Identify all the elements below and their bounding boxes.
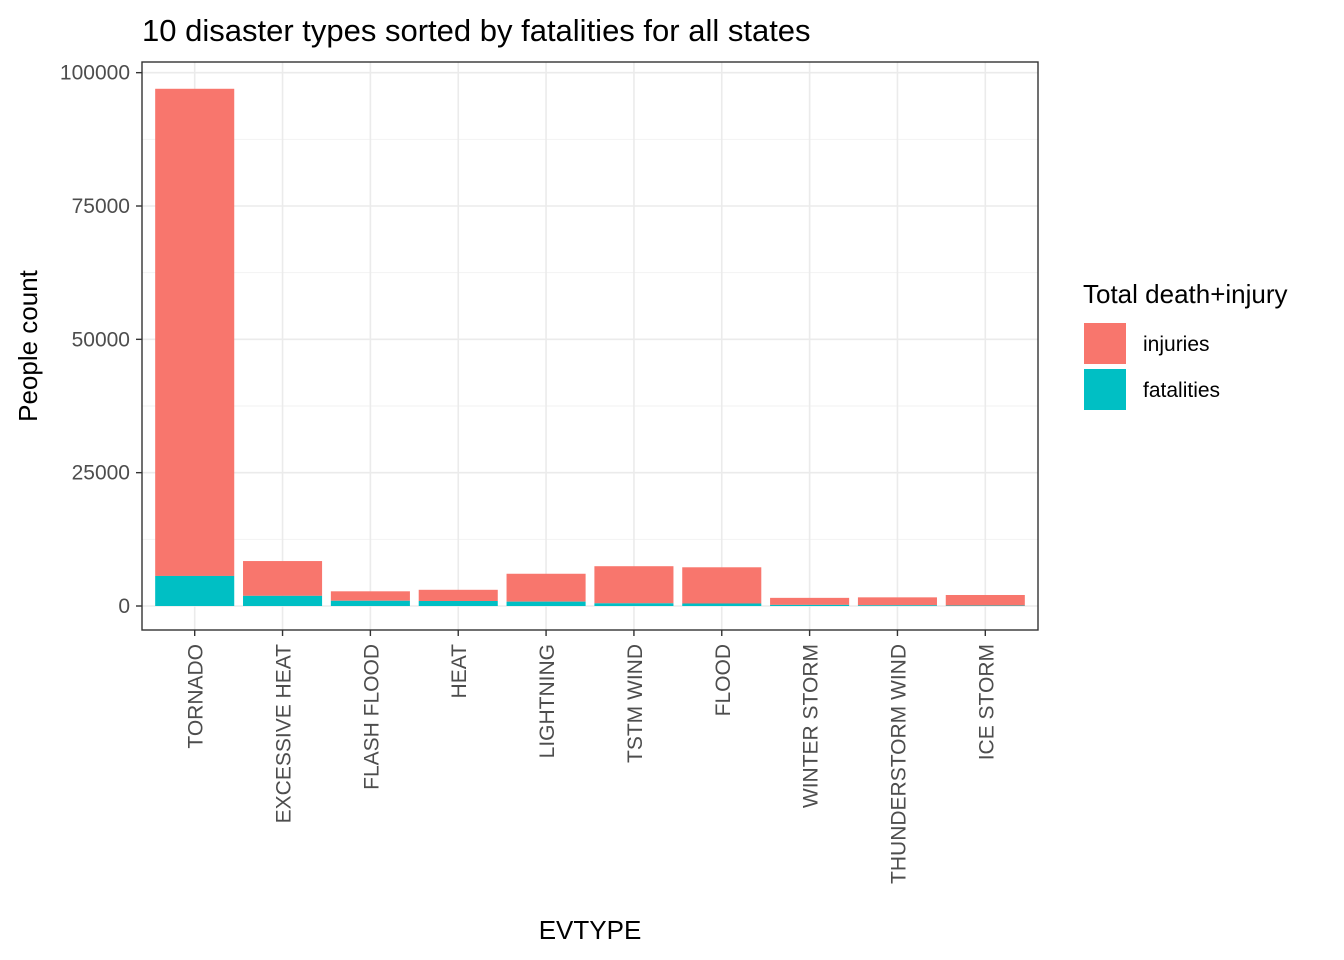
bar-injuries — [945, 594, 1025, 606]
bar-fatalities — [857, 605, 937, 606]
bar-injuries — [682, 567, 762, 604]
y-tick-label: 100000 — [60, 62, 130, 85]
panel-border — [141, 61, 1039, 631]
x-tick-label: THUNDERSTORM WIND — [887, 644, 910, 884]
x-axis-title: EVTYPE — [539, 915, 642, 945]
y-tick-label: 25000 — [72, 462, 130, 485]
bar-injuries — [857, 597, 937, 606]
y-tick-label: 50000 — [72, 328, 130, 351]
legend-label-injuries: injuries — [1143, 333, 1210, 356]
x-tick-label: FLOOD — [712, 644, 735, 716]
bar-fatalities — [330, 600, 410, 606]
bar-fatalities — [418, 601, 498, 606]
x-tick-label: HEAT — [448, 644, 471, 699]
x-tick-label: EXCESSIVE HEAT — [273, 644, 296, 824]
legend-items: injuries fatalities — [1084, 323, 1220, 410]
bar-injuries — [243, 561, 323, 596]
bar-fatalities — [506, 601, 586, 606]
gridlines — [142, 62, 1038, 630]
y-axis: 0 25000 50000 75000 100000 — [60, 62, 142, 618]
bar-fatalities — [682, 603, 762, 606]
chart-title: 10 disaster types sorted by fatalities f… — [142, 13, 811, 48]
plot-panel — [141, 61, 1039, 631]
bar-injuries — [770, 597, 850, 605]
y-tick-label: 75000 — [72, 195, 130, 218]
y-axis-title: People count — [13, 269, 43, 422]
bar-injuries — [330, 591, 410, 601]
y-tick-label: 0 — [118, 595, 130, 618]
bar-fatalities — [770, 604, 850, 606]
bar-fatalities — [155, 575, 235, 606]
bar-injuries — [155, 88, 235, 576]
legend-key-injuries — [1084, 323, 1126, 364]
panel-background — [142, 62, 1038, 630]
legend: Total death+injury injuries fatalities — [1083, 279, 1288, 410]
x-tick-label: TSTM WIND — [624, 644, 647, 763]
bars — [155, 88, 1025, 606]
bar-injuries — [418, 589, 498, 602]
x-tick-label: ICE STORM — [975, 644, 998, 760]
legend-key-fatalities — [1084, 369, 1126, 410]
x-tick-label: TORNADO — [185, 644, 208, 749]
legend-label-fatalities: fatalities — [1143, 379, 1220, 402]
x-tick-label: FLASH FLOOD — [360, 644, 383, 790]
x-axis: TORNADO EXCESSIVE HEAT FLASH FLOOD HEAT LIGH… — [185, 630, 998, 884]
bar-injuries — [506, 573, 586, 602]
bar-fatalities — [594, 603, 674, 606]
bar-fatalities — [243, 595, 323, 606]
legend-title: Total death+injury — [1083, 279, 1288, 309]
bar-injuries — [594, 566, 674, 604]
x-tick-label: LIGHTNING — [536, 644, 559, 758]
x-tick-label: WINTER STORM — [800, 644, 823, 808]
